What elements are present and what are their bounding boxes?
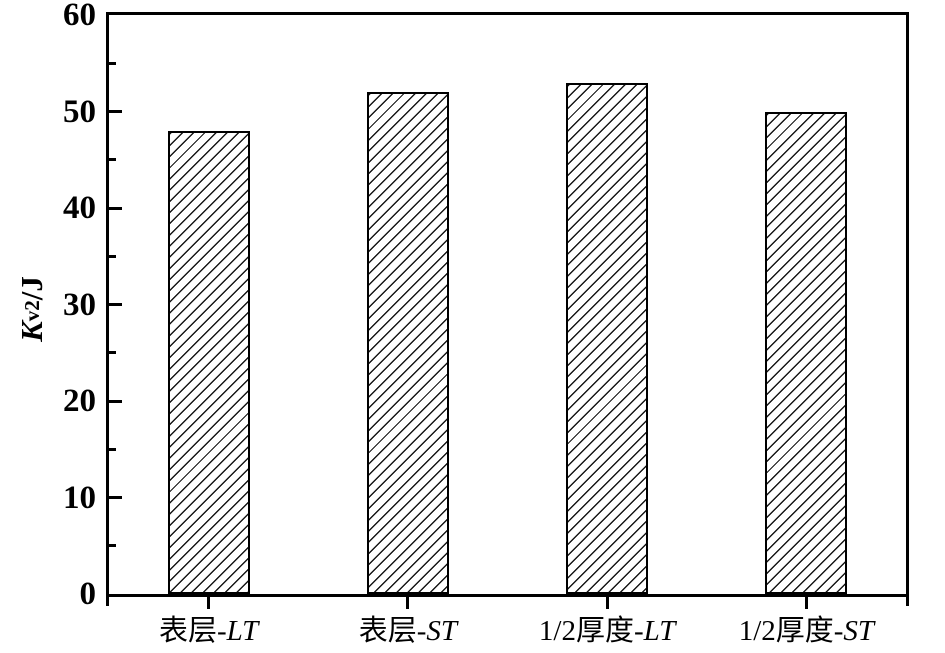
x-category-suffix: LT: [643, 615, 676, 647]
x-tick-3: [605, 597, 609, 609]
y-tick-label-40: 40: [63, 190, 96, 226]
x-category-base: 1/2厚度-: [738, 615, 844, 647]
x-tick-4: [804, 597, 808, 609]
x-category-label-1: 表层-LT: [159, 611, 258, 651]
x-category-label-4: 1/2厚度-ST: [739, 611, 874, 651]
x-category-label-3: 1/2厚度-LT: [539, 611, 675, 651]
bar-3: [566, 82, 649, 594]
y-tick-label-30: 30: [63, 286, 96, 323]
bar-4: [765, 111, 848, 594]
y-major-tick-50: [109, 110, 122, 113]
bar-2: [366, 92, 449, 594]
plot-area: [106, 12, 909, 597]
x-category-label-2: 表层-ST: [359, 611, 457, 651]
x-category-base: 表层-: [358, 615, 427, 647]
y-major-tick-40: [109, 206, 122, 210]
y-major-tick-30: [109, 303, 122, 306]
y-minor-tick-45: [109, 158, 116, 162]
bar-1: [167, 130, 250, 594]
y-tick-label-50: 50: [63, 93, 96, 130]
x-tick-1: [207, 597, 211, 609]
axis-end-tick-2: [906, 597, 909, 606]
y-minor-tick-35: [109, 254, 116, 258]
y-minor-tick-15: [109, 447, 116, 451]
y-tick-label-60: 60: [63, 0, 96, 33]
y-tick-label-20: 20: [63, 383, 96, 419]
x-category-suffix: ST: [426, 615, 458, 647]
y-tick-label-0: 0: [79, 576, 97, 612]
x-category-suffix: LT: [226, 615, 259, 647]
axis-end-tick-1: [106, 597, 109, 606]
y-minor-tick-25: [109, 351, 116, 355]
y-minor-tick-55: [109, 61, 116, 65]
y-minor-tick-5: [109, 544, 116, 548]
y-major-tick-20: [109, 399, 122, 403]
x-category-base: 1/2厚度-: [538, 615, 644, 647]
y-major-tick-10: [109, 496, 122, 499]
x-tick-2: [406, 597, 410, 609]
x-category-base: 表层-: [158, 615, 227, 647]
x-category-suffix: ST: [843, 615, 875, 647]
y-tick-label-10: 10: [63, 479, 96, 516]
